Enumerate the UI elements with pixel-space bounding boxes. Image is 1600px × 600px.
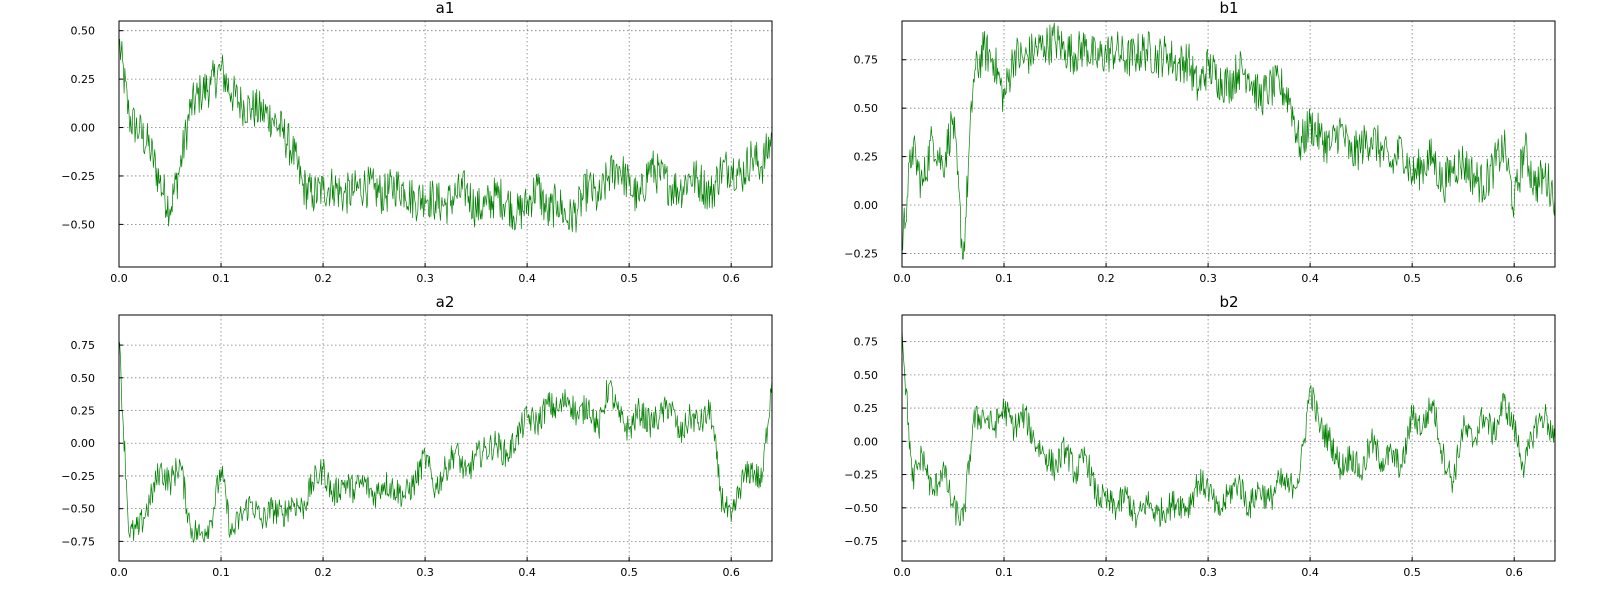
- series-line-b2: [901, 328, 1556, 529]
- y-tick-label: −0.75: [844, 535, 878, 548]
- panel-b1: b1 0.0 0.1 0.2 0.3 0.4 0.5 0.6 0.75 0.50 0.25 0.00…: [844, 0, 1556, 285]
- y-tick-label: −0.50: [844, 502, 878, 515]
- y-tick-label: −0.25: [61, 170, 95, 183]
- x-tick-label: 0.1: [212, 566, 230, 579]
- y-tick-label: 0.25: [854, 151, 879, 164]
- series-line-b1: [901, 22, 1556, 260]
- panel-title-a1: a1: [436, 0, 455, 17]
- x-tick-label: 0.1: [995, 272, 1013, 285]
- panel-a1: a1 0.0 0.1 0.2 0.3 0.4 0.5 0.6 0.50 0.25 0.00 −0.2…: [61, 0, 773, 285]
- y-tick-label: −0.25: [844, 469, 878, 482]
- panel-b2: b2 0.0 0.1 0.2 0.3 0.4 0.5 0.6 0.75 0.50 0.25 0.00…: [844, 293, 1556, 579]
- x-tick-label: 0.2: [1097, 566, 1115, 579]
- y-tick-label: 0.25: [71, 405, 96, 418]
- x-tick-label: 0.3: [416, 566, 434, 579]
- y-tick-label: 0.00: [71, 437, 96, 450]
- x-tick-label: 0.0: [110, 272, 128, 285]
- x-tick-label: 0.1: [995, 566, 1013, 579]
- plot-frame: [901, 20, 1556, 268]
- x-tick-label: 0.0: [893, 566, 911, 579]
- x-tick-label: 0.4: [1301, 272, 1319, 285]
- y-tick-label: 0.75: [854, 54, 879, 67]
- y-tick-label: −0.50: [61, 218, 95, 231]
- y-tick-label: 0.25: [71, 73, 96, 86]
- plot-frame: [118, 314, 773, 562]
- y-tick-label: −0.25: [61, 470, 95, 483]
- x-tick-label: 0.4: [518, 272, 536, 285]
- x-tick-label: 0.3: [416, 272, 434, 285]
- y-tick-label: 0.25: [854, 402, 879, 415]
- y-tick-label: 0.50: [71, 25, 96, 38]
- series-line-a2: [118, 341, 773, 543]
- x-tick-label: 0.2: [1097, 272, 1115, 285]
- y-tick-label: 0.50: [71, 372, 96, 385]
- x-tick-label: 0.4: [518, 566, 536, 579]
- y-tick-label: −0.75: [61, 535, 95, 548]
- x-tick-label: 0.2: [314, 566, 332, 579]
- x-tick-label: 0.0: [110, 566, 128, 579]
- x-tick-label: 0.0: [893, 272, 911, 285]
- x-tick-label: 0.3: [1199, 566, 1217, 579]
- x-tick-label: 0.5: [1403, 566, 1421, 579]
- x-tick-label: 0.6: [1505, 272, 1523, 285]
- panel-title-a2: a2: [436, 293, 455, 311]
- panel-title-b1: b1: [1219, 0, 1238, 17]
- x-tick-label: 0.6: [722, 272, 740, 285]
- y-tick-label: 0.50: [854, 369, 879, 382]
- plot-frame: [901, 314, 1556, 562]
- x-tick-label: 0.5: [620, 272, 638, 285]
- y-tick-label: 0.00: [71, 122, 96, 135]
- plot-frame: [118, 20, 773, 268]
- y-tick-label: 0.50: [854, 102, 879, 115]
- y-tick-label: 0.00: [854, 435, 879, 448]
- panel-a2: a2 0.0 0.1 0.2 0.3 0.4 0.5 0.6 0.75 0.50 0.25 0.00…: [61, 293, 773, 579]
- y-tick-label: 0.75: [71, 339, 96, 352]
- x-tick-label: 0.2: [314, 272, 332, 285]
- x-tick-label: 0.4: [1301, 566, 1319, 579]
- x-tick-label: 0.1: [212, 272, 230, 285]
- y-tick-label: 0.75: [854, 336, 879, 349]
- y-tick-label: −0.25: [844, 247, 878, 260]
- x-tick-label: 0.5: [1403, 272, 1421, 285]
- y-tick-label: −0.50: [61, 503, 95, 516]
- x-tick-label: 0.5: [620, 566, 638, 579]
- x-tick-label: 0.3: [1199, 272, 1217, 285]
- x-tick-label: 0.6: [1505, 566, 1523, 579]
- y-tick-label: 0.00: [854, 199, 879, 212]
- series-line-a1: [118, 38, 773, 233]
- x-tick-label: 0.6: [722, 566, 740, 579]
- panel-title-b2: b2: [1219, 293, 1238, 311]
